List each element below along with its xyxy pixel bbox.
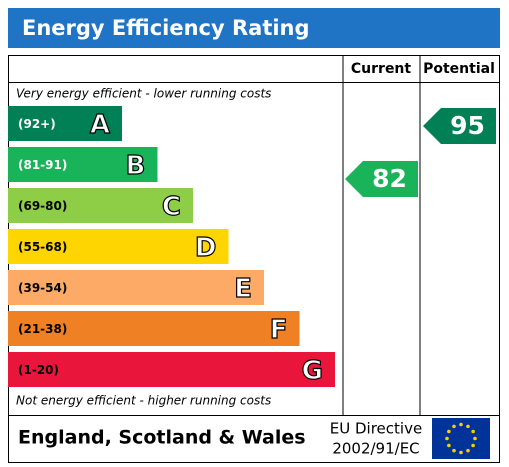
eu-star bbox=[466, 424, 470, 429]
band-range: (1-20) bbox=[18, 363, 59, 377]
band-letter: G bbox=[302, 356, 323, 386]
rating-arrow bbox=[423, 108, 496, 144]
rating-value: 82 bbox=[372, 164, 407, 193]
band bbox=[8, 229, 229, 264]
eu-stars bbox=[445, 422, 477, 455]
band bbox=[8, 188, 193, 223]
footer-frame bbox=[8, 415, 500, 463]
header-current: Current bbox=[351, 61, 412, 77]
band-letter: C bbox=[162, 192, 181, 222]
band-range: (92+) bbox=[18, 117, 56, 131]
footer-directive: EU Directive bbox=[330, 420, 422, 438]
band-letter: A bbox=[90, 110, 110, 140]
rating-value: 95 bbox=[450, 111, 485, 140]
title-bar bbox=[8, 8, 500, 48]
eu-star bbox=[452, 448, 456, 453]
title: Energy Efficiency Rating bbox=[22, 16, 310, 40]
band bbox=[8, 147, 158, 182]
rating-arrow bbox=[345, 161, 418, 197]
band bbox=[8, 106, 122, 141]
eu-star bbox=[447, 429, 451, 434]
band bbox=[8, 311, 300, 346]
band-letter: D bbox=[195, 233, 217, 263]
top-note: Very energy efficient - lower running co… bbox=[16, 87, 271, 101]
eu-star bbox=[445, 436, 449, 441]
footer-directive: 2002/91/EC bbox=[332, 440, 419, 458]
eu-star bbox=[447, 443, 451, 448]
band-range: (21-38) bbox=[18, 322, 67, 336]
footer-region: England, Scotland & Wales bbox=[18, 427, 306, 449]
band-letter: F bbox=[270, 315, 288, 345]
header-potential: Potential bbox=[423, 61, 495, 77]
eu-star bbox=[473, 436, 477, 441]
eu-star bbox=[459, 450, 463, 455]
band-range: (55-68) bbox=[18, 240, 67, 254]
eu-star bbox=[459, 422, 463, 427]
band bbox=[8, 270, 264, 305]
band-letter: E bbox=[234, 274, 252, 304]
eu-star bbox=[452, 424, 456, 429]
band bbox=[8, 352, 335, 387]
band-range: (39-54) bbox=[18, 281, 67, 295]
bottom-note: Not energy efficient - higher running co… bbox=[16, 394, 271, 408]
band-range: (81-91) bbox=[18, 158, 67, 172]
eu-star bbox=[466, 448, 470, 453]
eu-star bbox=[471, 443, 475, 448]
band-letter: B bbox=[126, 151, 146, 181]
eu-star bbox=[471, 429, 475, 434]
band-range: (69-80) bbox=[18, 199, 67, 213]
